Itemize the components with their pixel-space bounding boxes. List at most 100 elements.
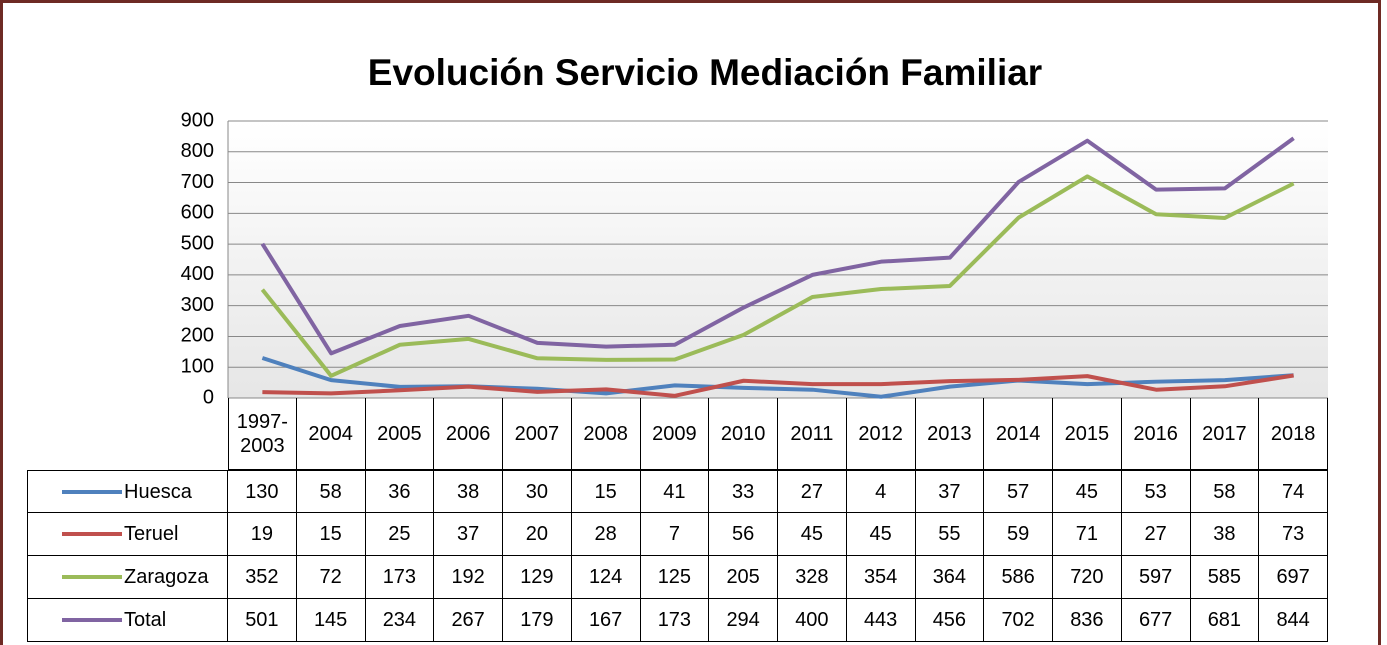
table-value: 720 — [1053, 556, 1122, 599]
table-value: 7 — [640, 513, 710, 556]
table-value: 129 — [503, 556, 572, 599]
table-value: 844 — [1259, 599, 1328, 642]
table-value: 27 — [1121, 513, 1191, 556]
table-value: 352 — [228, 556, 297, 599]
legend-label: Teruel — [124, 523, 179, 545]
legend-entry: Teruel — [27, 513, 228, 556]
x-tick-label: 2014 — [984, 398, 1053, 470]
chart-title: Evolución Servicio Mediación Familiar — [368, 52, 1042, 93]
table-value: 57 — [984, 470, 1053, 513]
y-tick-label: 0 — [203, 386, 214, 408]
table-value: 173 — [365, 556, 435, 599]
series-line — [260, 136, 1295, 356]
table-value: 73 — [1259, 513, 1328, 556]
table-value: 354 — [846, 556, 916, 599]
table-value: 677 — [1121, 599, 1191, 642]
table-value: 328 — [778, 556, 847, 599]
table-value: 45 — [846, 513, 916, 556]
table-value: 72 — [296, 556, 366, 599]
table-value: 501 — [228, 599, 297, 642]
table-value: 167 — [571, 599, 641, 642]
y-tick-label: 100 — [181, 356, 214, 378]
table-value: 33 — [709, 470, 778, 513]
y-tick-label: 700 — [181, 171, 214, 193]
table-value: 124 — [571, 556, 641, 599]
series-line — [262, 373, 1294, 398]
x-tick-label: 2015 — [1053, 398, 1122, 470]
table-value: 585 — [1190, 556, 1260, 599]
table-value: 45 — [1053, 470, 1122, 513]
table-value: 179 — [503, 599, 572, 642]
table-value: 58 — [1190, 470, 1260, 513]
y-tick-label: 900 — [181, 109, 214, 131]
x-tick-label: 1997-2003 — [228, 398, 297, 470]
x-tick-label: 2017 — [1190, 398, 1260, 470]
table-value: 37 — [915, 470, 985, 513]
table-value: 56 — [709, 513, 778, 556]
y-tick-label: 200 — [181, 325, 214, 347]
plot-area — [228, 121, 1328, 398]
table-value: 145 — [296, 599, 366, 642]
series-line — [260, 174, 1295, 378]
table-value: 36 — [365, 470, 435, 513]
table-value: 400 — [778, 599, 847, 642]
table-value: 30 — [503, 470, 572, 513]
table-value: 234 — [365, 599, 435, 642]
table-value: 55 — [915, 513, 985, 556]
table-value: 294 — [709, 599, 778, 642]
table-value: 25 — [365, 513, 435, 556]
table-value: 836 — [1053, 599, 1122, 642]
table-value: 15 — [296, 513, 366, 556]
table-value: 20 — [503, 513, 572, 556]
table-value: 59 — [984, 513, 1053, 556]
x-tick-label: 2005 — [365, 398, 435, 470]
legend-entry: Zaragoza — [27, 556, 228, 599]
x-tick-label: 2008 — [571, 398, 641, 470]
y-tick-label: 500 — [181, 232, 214, 254]
table-value: 586 — [984, 556, 1053, 599]
table-value: 192 — [434, 556, 503, 599]
legend-label: Zaragoza — [124, 566, 209, 588]
legend-swatch — [62, 618, 122, 622]
table-value: 456 — [915, 599, 985, 642]
y-tick-label: 400 — [181, 263, 214, 285]
x-tick-label: 2006 — [434, 398, 503, 470]
table-value: 267 — [434, 599, 503, 642]
table-value: 15 — [571, 470, 641, 513]
table-value: 125 — [640, 556, 710, 599]
table-value: 58 — [296, 470, 366, 513]
y-tick-label: 300 — [181, 294, 214, 316]
y-tick-label: 800 — [181, 140, 214, 162]
x-tick-label: 2004 — [296, 398, 366, 470]
x-tick-label: 2018 — [1259, 398, 1328, 470]
x-tick-label: 2016 — [1121, 398, 1191, 470]
x-tick-label: 2007 — [503, 398, 572, 470]
table-value: 27 — [778, 470, 847, 513]
x-tick-label: 2009 — [640, 398, 710, 470]
legend-entry: Total — [27, 599, 228, 642]
table-value: 37 — [434, 513, 503, 556]
table-value: 38 — [1190, 513, 1260, 556]
x-tick-label: 2013 — [915, 398, 985, 470]
table-value: 597 — [1121, 556, 1191, 599]
table-value: 41 — [640, 470, 710, 513]
table-value: 74 — [1259, 470, 1328, 513]
table-value: 38 — [434, 470, 503, 513]
table-value: 28 — [571, 513, 641, 556]
legend-label: Huesca — [124, 480, 192, 503]
x-tick-label: 2012 — [846, 398, 916, 470]
table-value: 443 — [846, 599, 916, 642]
legend-swatch — [62, 532, 122, 536]
table-value: 681 — [1190, 599, 1260, 642]
table-value: 173 — [640, 599, 710, 642]
table-value: 45 — [778, 513, 847, 556]
x-tick-label: 2010 — [709, 398, 778, 470]
legend-swatch — [62, 575, 122, 579]
x-tick-label: 2011 — [778, 398, 847, 470]
legend-entry: Huesca — [27, 470, 228, 513]
table-value: 130 — [228, 470, 297, 513]
table-value: 697 — [1259, 556, 1328, 599]
table-value: 364 — [915, 556, 985, 599]
